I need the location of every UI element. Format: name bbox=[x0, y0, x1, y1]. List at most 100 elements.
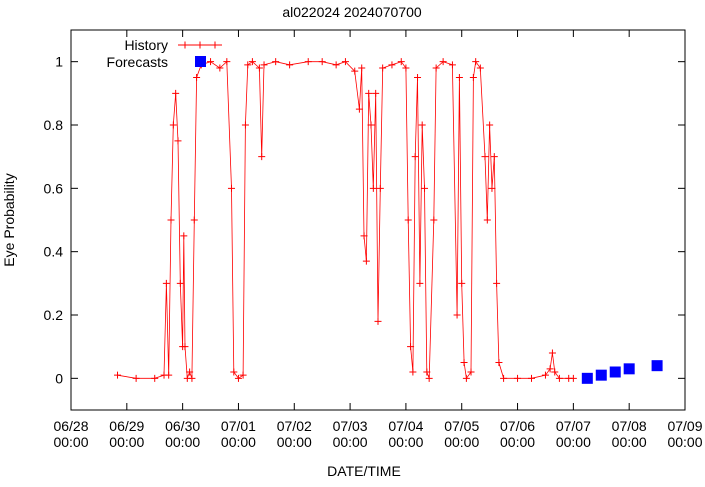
history-point bbox=[114, 371, 122, 379]
history-point bbox=[388, 61, 396, 69]
history-point bbox=[360, 232, 368, 240]
history-point bbox=[355, 105, 363, 113]
history-point bbox=[318, 58, 326, 66]
forecast-point bbox=[595, 369, 607, 381]
legend-history-marker bbox=[211, 41, 219, 49]
x-tick-label: 00:00 bbox=[388, 434, 423, 450]
history-point bbox=[341, 58, 349, 66]
history-point bbox=[255, 64, 263, 72]
x-axis-label: DATE/TIME bbox=[327, 463, 401, 479]
history-point bbox=[488, 184, 496, 192]
history-point bbox=[244, 61, 252, 69]
history-point bbox=[286, 61, 294, 69]
history-point bbox=[555, 374, 563, 382]
history-point bbox=[367, 121, 375, 129]
history-point bbox=[174, 137, 182, 145]
history-point bbox=[362, 257, 370, 265]
history-point bbox=[425, 374, 433, 382]
history-point bbox=[423, 368, 431, 376]
history-point bbox=[207, 58, 215, 66]
history-point bbox=[551, 368, 559, 376]
history-point bbox=[258, 153, 266, 161]
history-point bbox=[407, 343, 415, 351]
history-point bbox=[372, 89, 380, 97]
history-point bbox=[190, 216, 198, 224]
history-point bbox=[462, 374, 470, 382]
legend: History Forecasts bbox=[107, 37, 222, 70]
x-tick-label: 07/05 bbox=[444, 418, 479, 434]
forecast-series bbox=[581, 360, 663, 384]
x-tick-label: 07/09 bbox=[667, 418, 702, 434]
history-point bbox=[414, 74, 422, 81]
history-point bbox=[430, 216, 438, 224]
history-point bbox=[460, 359, 468, 366]
history-point bbox=[180, 232, 188, 240]
history-point bbox=[500, 374, 508, 382]
history-point bbox=[486, 121, 494, 129]
plot-frame bbox=[70, 29, 686, 411]
legend-forecast-label: Forecasts bbox=[107, 54, 168, 70]
history-point bbox=[421, 184, 429, 192]
y-ticks: 0 0.2 0.4 0.6 0.8 1 bbox=[44, 54, 685, 386]
history-point bbox=[416, 279, 424, 287]
x-tick-label: 07/06 bbox=[500, 418, 535, 434]
history-point bbox=[448, 61, 456, 69]
y-tick-label: 0.6 bbox=[44, 180, 64, 196]
x-tick-label: 00:00 bbox=[667, 434, 702, 450]
x-tick-label: 00:00 bbox=[444, 434, 479, 450]
y-axis-label: Eye Probability bbox=[1, 173, 17, 266]
forecast-point bbox=[623, 363, 635, 375]
history-point bbox=[304, 58, 312, 66]
history-point bbox=[216, 64, 224, 72]
history-point bbox=[453, 311, 461, 319]
x-tick-label: 00:00 bbox=[500, 434, 535, 450]
history-point bbox=[227, 184, 235, 192]
history-point bbox=[548, 349, 556, 357]
history-point bbox=[493, 279, 501, 287]
history-point bbox=[467, 368, 475, 376]
history-point bbox=[409, 368, 417, 376]
history-point bbox=[181, 343, 189, 351]
history-point bbox=[483, 216, 491, 224]
x-tick-label: 00:00 bbox=[165, 434, 200, 450]
x-tick-label: 06/28 bbox=[53, 418, 88, 434]
history-point bbox=[172, 89, 180, 97]
history-point bbox=[528, 374, 535, 382]
history-point bbox=[132, 374, 140, 382]
history-point bbox=[332, 61, 340, 69]
x-tick-label: 06/30 bbox=[165, 418, 200, 434]
x-ticks: 06/2800:0006/2900:0006/3000:0007/0100:00… bbox=[53, 30, 703, 450]
history-point bbox=[490, 153, 498, 161]
history-point bbox=[432, 64, 440, 72]
y-tick-label: 0 bbox=[55, 370, 63, 386]
forecast-point bbox=[651, 360, 663, 372]
history-point bbox=[472, 58, 480, 66]
history-point bbox=[176, 279, 184, 287]
x-tick-label: 00:00 bbox=[221, 434, 256, 450]
x-tick-label: 00:00 bbox=[556, 434, 591, 450]
history-point bbox=[569, 374, 577, 382]
x-tick-label: 07/03 bbox=[333, 418, 368, 434]
history-series bbox=[114, 58, 577, 382]
history-point bbox=[374, 317, 382, 325]
history-point bbox=[458, 279, 466, 287]
history-point bbox=[239, 371, 247, 379]
history-point bbox=[230, 368, 238, 376]
history-point bbox=[351, 67, 359, 75]
history-point bbox=[418, 121, 426, 129]
history-point bbox=[162, 279, 170, 287]
history-point bbox=[402, 64, 410, 72]
legend-history-marker bbox=[196, 41, 204, 49]
history-point bbox=[541, 371, 549, 379]
history-point bbox=[469, 74, 477, 81]
history-point bbox=[151, 374, 159, 382]
history-point bbox=[234, 374, 242, 382]
x-tick-label: 00:00 bbox=[109, 434, 144, 450]
history-point bbox=[495, 359, 503, 366]
history-point bbox=[379, 64, 387, 72]
forecast-point bbox=[609, 366, 621, 378]
history-point bbox=[481, 153, 489, 161]
history-point bbox=[241, 121, 249, 129]
